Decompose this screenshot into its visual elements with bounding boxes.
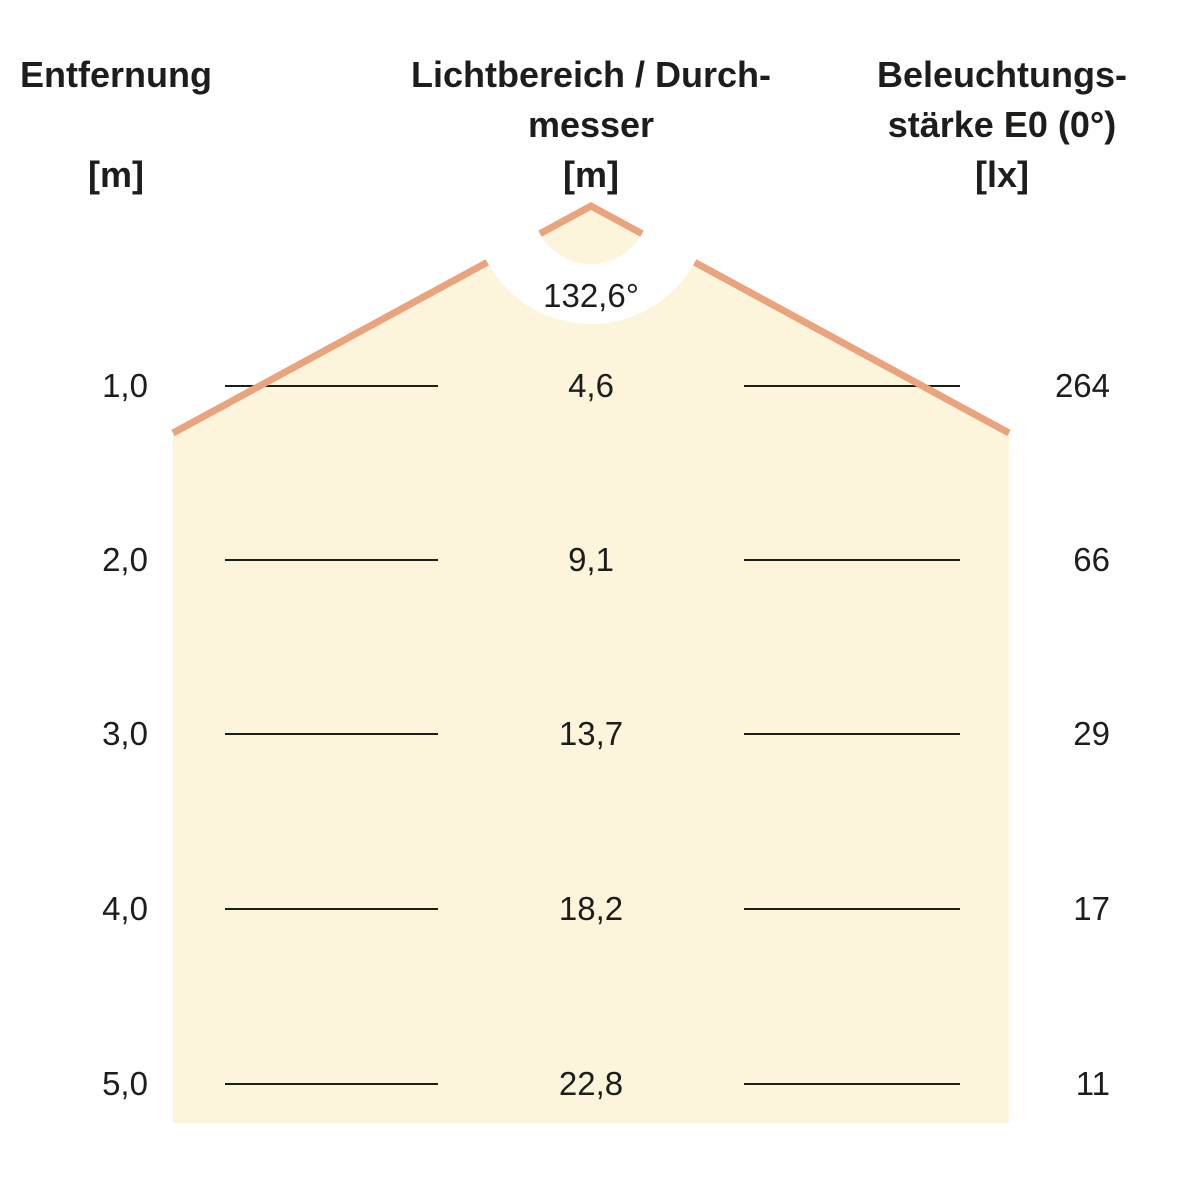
- table-row: 5,0 22,8 11: [0, 1059, 1182, 1109]
- diameter-value: 22,8: [558, 1065, 624, 1102]
- column-header-illuminance-title-line2: stärke E0 (0°): [887, 104, 1117, 145]
- beam-edge-right: [693, 259, 1011, 437]
- table-row: 1,0 4,6 264: [0, 361, 1182, 411]
- beam-apex-sector: [540, 206, 642, 265]
- illuminance-value: 17: [1073, 890, 1110, 927]
- column-header-illuminance-title-line1: Beleuchtungs-: [876, 54, 1127, 95]
- beam-edges: [171, 202, 1011, 437]
- column-header-distance-title: Entfernung: [20, 54, 212, 95]
- column-header-diameter: Lichtbereich / Durch- messer [m]: [391, 50, 791, 200]
- distance-value: 2,0: [102, 541, 148, 578]
- distance-value: 3,0: [102, 715, 148, 752]
- column-header-diameter-title-line2: messer: [527, 104, 655, 145]
- table-row: 4,0 18,2 17: [0, 884, 1182, 934]
- diameter-value: 4,6: [568, 367, 614, 404]
- column-header-illuminance: Beleuchtungs- stärke E0 (0°) [lx]: [852, 50, 1152, 200]
- column-header-distance-unit: [m]: [88, 154, 144, 195]
- beam-edge-left: [171, 259, 489, 437]
- illuminance-value: 264: [1054, 367, 1110, 404]
- column-header-diameter-title-line1: Lichtbereich / Durch-: [410, 54, 772, 95]
- beam-cone-body: [173, 262, 1009, 1123]
- diameter-value: 9,1: [568, 541, 614, 578]
- column-header-illuminance-unit: [lx]: [975, 154, 1029, 195]
- column-header-distance-spacer: [16, 100, 216, 150]
- diameter-value: 13,7: [558, 715, 624, 752]
- diameter-value: 18,2: [558, 890, 624, 927]
- column-header-distance: Entfernung [m]: [16, 50, 216, 200]
- beam-apex-edges: [538, 202, 644, 237]
- beam-angle-label: 132,6°: [543, 277, 639, 314]
- illuminance-value: 29: [1073, 715, 1110, 752]
- illuminance-value: 11: [1075, 1065, 1110, 1102]
- table-row: 2,0 9,1 66: [0, 535, 1182, 585]
- table-row: 3,0 13,7 29: [0, 709, 1182, 759]
- distance-value: 4,0: [102, 890, 148, 927]
- illuminance-value: 66: [1073, 541, 1110, 578]
- distance-value: 5,0: [102, 1065, 148, 1102]
- distance-value: 1,0: [102, 367, 148, 404]
- column-header-diameter-unit: [m]: [563, 154, 619, 195]
